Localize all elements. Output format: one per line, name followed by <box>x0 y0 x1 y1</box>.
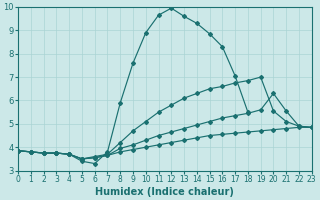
X-axis label: Humidex (Indice chaleur): Humidex (Indice chaleur) <box>95 187 234 197</box>
